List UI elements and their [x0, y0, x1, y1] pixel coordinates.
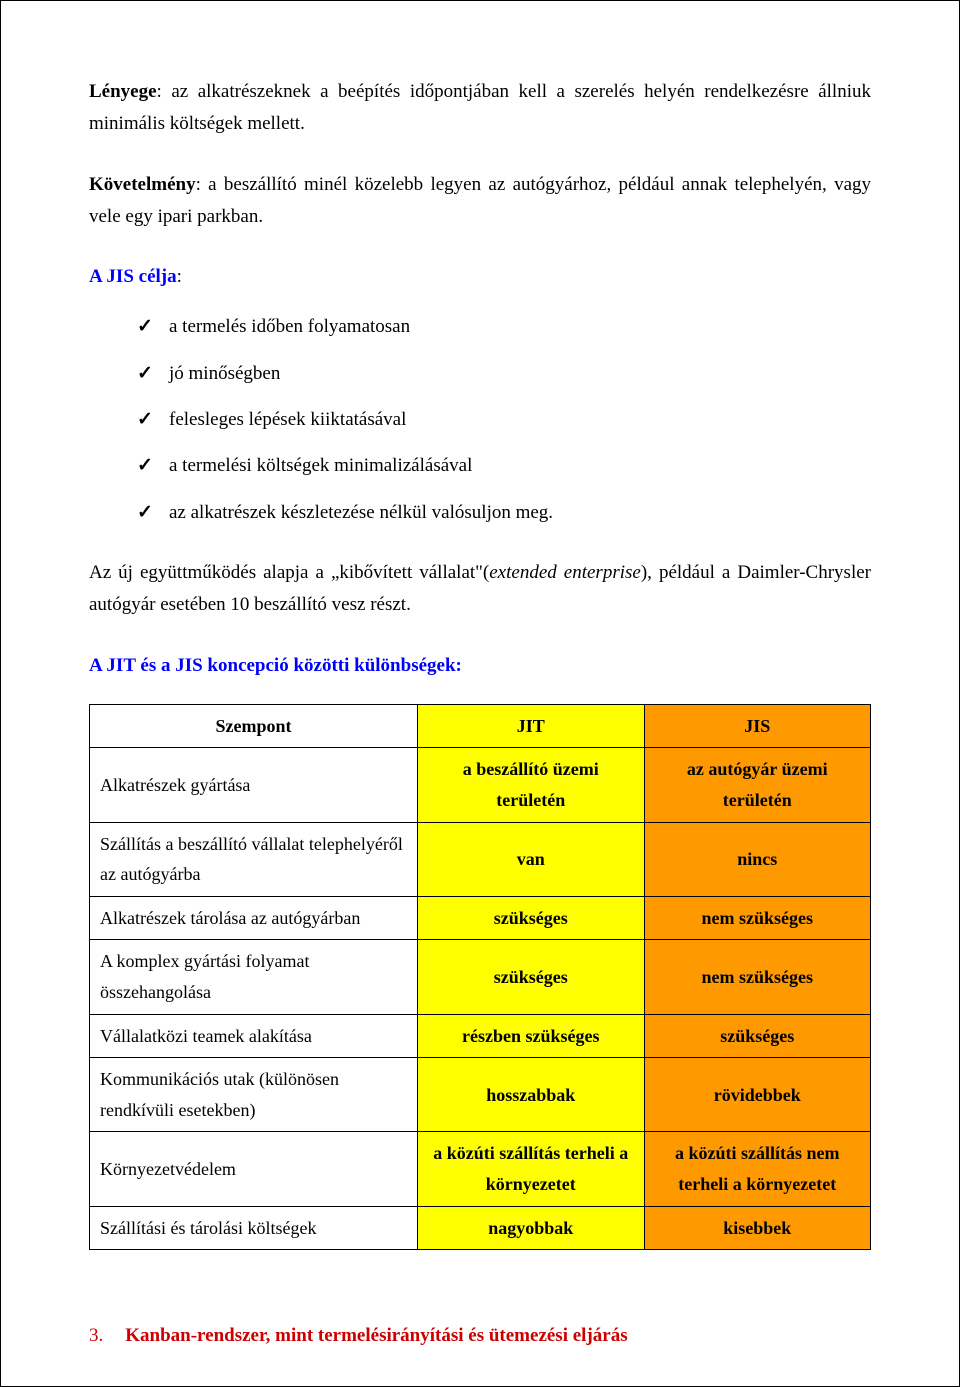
td-jis: rövidebbek — [644, 1058, 871, 1132]
td-label: Alkatrészek tárolása az autógyárban — [90, 896, 418, 940]
list-item: felesleges lépések kiiktatásával — [137, 404, 871, 436]
list-item: jó minőségben — [137, 358, 871, 390]
table-header-row: Szempont JIT JIS — [90, 704, 871, 748]
list-item-text: a termelési költségek minimalizálásával — [169, 455, 472, 476]
list-item-text: a termelés időben folyamatosan — [169, 316, 410, 337]
td-label: Vállalatközi teamek alakítása — [90, 1014, 418, 1058]
td-jis: nem szükséges — [644, 896, 871, 940]
list-item: az alkatrészek készletezése nélkül valós… — [137, 497, 871, 529]
table-row: Kommunikációs utak (különösen rendkívüli… — [90, 1058, 871, 1132]
td-jit: a beszállító üzemi területén — [418, 748, 644, 822]
jis-goal-list: a termelés időben folyamatosan jó minősé… — [137, 311, 871, 528]
td-jit: van — [418, 822, 644, 896]
td-jit: szükséges — [418, 940, 644, 1014]
list-item-text: felesleges lépések kiiktatásával — [169, 409, 406, 430]
table-row: Alkatrészek gyártása a beszállító üzemi … — [90, 748, 871, 822]
paragraph-essence: Lényege: az alkatrészeknek a beépítés id… — [89, 76, 871, 141]
td-jit: hosszabbak — [418, 1058, 644, 1132]
jit-jis-table: Szempont JIT JIS Alkatrészek gyártása a … — [89, 704, 871, 1250]
th-szempont: Szempont — [90, 704, 418, 748]
td-label: Alkatrészek gyártása — [90, 748, 418, 822]
td-jis: nincs — [644, 822, 871, 896]
table-row: Alkatrészek tárolása az autógyárban szük… — [90, 896, 871, 940]
td-label: Kommunikációs utak (különösen rendkívüli… — [90, 1058, 418, 1132]
list-item-text: jó minőségben — [169, 363, 280, 384]
jis-goal-colon: : — [177, 266, 182, 287]
section-3-title: Kanban-rendszer, mint termelésirányítási… — [125, 1320, 627, 1352]
td-jis: kisebbek — [644, 1206, 871, 1250]
td-label: Környezetvédelem — [90, 1132, 418, 1206]
essence-text: : az alkatrészeknek a beépítés időpontjá… — [89, 81, 871, 134]
td-jis: az autógyár üzemi területén — [644, 748, 871, 822]
td-jit: szükséges — [418, 896, 644, 940]
requirement-label: Követelmény — [89, 174, 196, 195]
section-3-number: 3. — [89, 1320, 103, 1352]
td-label: Szállítás a beszállító vállalat telephel… — [90, 822, 418, 896]
paragraph-requirement: Követelmény: a beszállító minél közelebb… — [89, 169, 871, 234]
paragraph-extended-enterprise: Az új együttműködés alapja a „kibővített… — [89, 557, 871, 622]
td-label: A komplex gyártási folyamat összehangolá… — [90, 940, 418, 1014]
td-label: Szállítási és tárolási költségek — [90, 1206, 418, 1250]
requirement-text: : a beszállító minél közelebb legyen az … — [89, 174, 871, 227]
list-item: a termelés időben folyamatosan — [137, 311, 871, 343]
td-jis: a közúti szállítás nem terheli a környez… — [644, 1132, 871, 1206]
td-jis: szükséges — [644, 1014, 871, 1058]
jis-goal-heading-text: A JIS célja — [89, 266, 177, 287]
td-jit: részben szükséges — [418, 1014, 644, 1058]
td-jit: a közúti szállítás terheli a környezetet — [418, 1132, 644, 1206]
td-jis: nem szükséges — [644, 940, 871, 1014]
essence-label: Lényege — [89, 81, 157, 102]
table-row: Vállalatközi teamek alakítása részben sz… — [90, 1014, 871, 1058]
jis-goal-heading: A JIS célja: — [89, 261, 871, 293]
list-item: a termelési költségek minimalizálásával — [137, 450, 871, 482]
table-row: Szállítás a beszállító vállalat telephel… — [90, 822, 871, 896]
table-row: A komplex gyártási folyamat összehangolá… — [90, 940, 871, 1014]
p3-pre: Az új együttműködés alapja a „kibővített… — [89, 562, 489, 583]
th-jit: JIT — [418, 704, 644, 748]
section-3: 3. Kanban-rendszer, mint termelésirányít… — [89, 1320, 871, 1352]
table-row: Szállítási és tárolási költségek nagyobb… — [90, 1206, 871, 1250]
list-item-text: az alkatrészek készletezése nélkül valós… — [169, 502, 553, 523]
diff-heading: A JIT és a JIS koncepció közötti különbs… — [89, 650, 871, 682]
p3-italic: extended enterprise — [489, 562, 641, 583]
th-jis: JIS — [644, 704, 871, 748]
table-row: Környezetvédelem a közúti szállítás terh… — [90, 1132, 871, 1206]
td-jit: nagyobbak — [418, 1206, 644, 1250]
